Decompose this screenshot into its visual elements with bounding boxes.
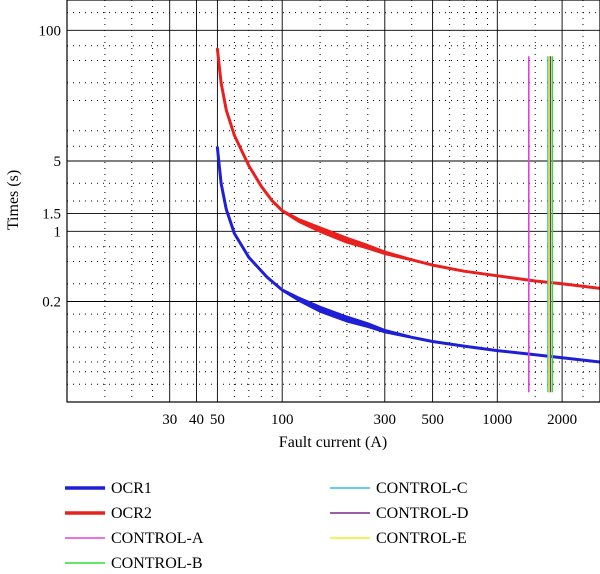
y-tick-label: 5 bbox=[54, 154, 62, 170]
ocr1-curve bbox=[215, 146, 600, 364]
x-tick-label: 500 bbox=[421, 412, 444, 428]
y-axis-title: Times (s) bbox=[5, 170, 22, 230]
legend: OCR1 OCR2 CONTROL-A CONTROL-B CONTROL-C CONTR… bbox=[65, 480, 468, 572]
major-grid bbox=[67, 0, 600, 402]
x-tick-label: 1000 bbox=[482, 412, 512, 428]
x-tick-label: 2000 bbox=[547, 412, 577, 428]
legend-label-control-e: CONTROL-E bbox=[376, 530, 467, 547]
x-tick-labels: 30 40 50 100 300 500 1000 2000 bbox=[162, 412, 577, 428]
x-axis-title: Fault current (A) bbox=[279, 434, 387, 451]
series-layer bbox=[215, 47, 600, 393]
y-tick-labels: 100 5 1.51 0.2 bbox=[39, 23, 62, 310]
x-tick-label: 300 bbox=[374, 412, 397, 428]
plot-frame bbox=[66, 0, 600, 403]
y-tick-label: 1 bbox=[54, 224, 62, 240]
legend-label-control-d: CONTROL-D bbox=[376, 505, 468, 522]
legend-label-control-c: CONTROL-C bbox=[376, 480, 468, 497]
x-tick-label: 40 bbox=[189, 412, 204, 428]
minor-grid bbox=[67, 0, 600, 402]
legend-label-ocr1: OCR1 bbox=[111, 480, 152, 497]
x-tick-label: 30 bbox=[162, 412, 177, 428]
y-tick-label: 100 bbox=[39, 23, 62, 39]
y-tick-label: 0.2 bbox=[42, 295, 61, 311]
ocr2-curve bbox=[215, 47, 600, 290]
x-tick-label: 50 bbox=[210, 412, 225, 428]
legend-label-control-a: CONTROL-A bbox=[111, 530, 204, 547]
y-tick-label: 1.5 bbox=[42, 207, 61, 223]
legend-label-control-b: CONTROL-B bbox=[111, 555, 203, 572]
legend-label-ocr2: OCR2 bbox=[111, 505, 152, 522]
x-tick-label: 100 bbox=[271, 412, 294, 428]
